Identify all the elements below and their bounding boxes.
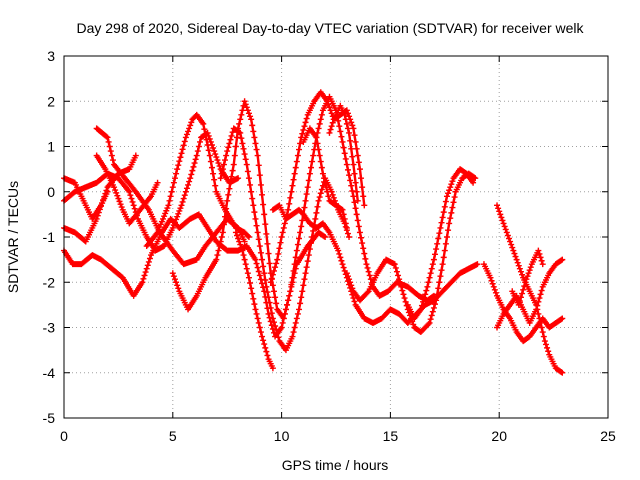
y-tick-label: 1: [47, 139, 55, 155]
data-series-sat-5: [61, 211, 329, 340]
y-tick-label: -1: [43, 229, 56, 245]
plus-markers: [269, 202, 481, 326]
data-series-sat-15: [343, 170, 479, 336]
data-series-sat-8: [169, 93, 437, 322]
plus-markers: [480, 261, 566, 345]
x-tick-label: 10: [274, 428, 290, 444]
x-tick-label: 15: [383, 428, 399, 444]
plus-markers: [343, 170, 479, 336]
x-tick-label: 0: [60, 428, 68, 444]
data-series-sat-10: [232, 229, 276, 372]
plus-markers: [232, 229, 276, 372]
data-series-sat-2: [61, 175, 111, 222]
data-series-sat-16: [404, 166, 477, 322]
x-axis-label: GPS time / hours: [282, 457, 389, 473]
plus-markers: [61, 152, 139, 245]
x-tick-label: 5: [169, 428, 177, 444]
y-tick-label: -5: [43, 410, 56, 426]
data-series-sat-9: [217, 125, 353, 354]
plus-markers: [217, 125, 353, 354]
data-series-sat-17: [480, 261, 566, 345]
data-series-layer: [61, 89, 566, 376]
data-series-sat-1: [61, 152, 139, 245]
x-tick-label: 25: [600, 428, 616, 444]
data-series-sat-20: [509, 247, 546, 308]
y-tick-label: 2: [47, 93, 55, 109]
plus-markers: [326, 102, 361, 204]
y-tick-label: 0: [47, 184, 55, 200]
plus-markers: [61, 211, 329, 340]
y-axis-label: SDTVAR / TECUs: [5, 181, 21, 293]
y-tick-label: -4: [43, 365, 56, 381]
data-series-sat-14: [326, 102, 361, 204]
plus-markers: [300, 125, 350, 231]
plus-markers: [509, 247, 546, 308]
y-tick-label: -2: [43, 274, 56, 290]
data-series-sat-13: [300, 125, 350, 231]
plus-markers: [169, 93, 437, 322]
axis-ticks: 0 5 10 15 20 25 -5 -4 -3 -2 -1 0 1 2 3: [43, 48, 616, 444]
y-tick-label: 3: [47, 48, 55, 64]
plus-markers: [494, 202, 566, 376]
x-tick-label: 20: [491, 428, 507, 444]
data-series-sat-19: [494, 202, 566, 376]
plus-markers: [404, 166, 477, 322]
chart-title: Day 298 of 2020, Sidereal Day-to-day VTE…: [76, 20, 584, 36]
y-tick-label: -3: [43, 320, 56, 336]
